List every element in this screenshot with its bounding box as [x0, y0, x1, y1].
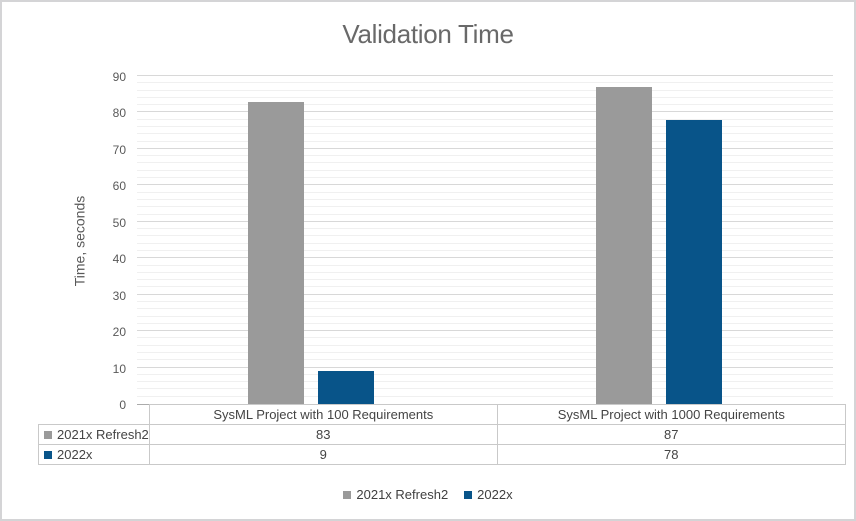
minor-gridline [137, 388, 833, 390]
legend-key-icon [464, 490, 473, 499]
minor-gridline [137, 359, 833, 361]
legend-key-icon [44, 431, 52, 439]
minor-gridline [137, 264, 833, 266]
minor-gridline [137, 228, 833, 230]
major-gridline [137, 111, 833, 113]
y-tick-label: 20 [112, 325, 126, 340]
value-cell: 78 [496, 444, 846, 465]
y-tick-label: 30 [112, 288, 126, 303]
minor-gridline [137, 381, 833, 383]
major-gridline [137, 366, 833, 368]
major-gridline [137, 220, 833, 222]
minor-gridline [137, 395, 833, 397]
minor-gridline [137, 300, 833, 302]
minor-gridline [137, 213, 833, 215]
minor-gridline [137, 351, 833, 353]
minor-gridline [137, 155, 833, 157]
value-cell: 9 [148, 444, 498, 465]
minor-gridline [137, 308, 833, 310]
data-table: SysML Project with 100 Requirements SysM… [38, 404, 846, 465]
series-name: 2021x Refresh2 [57, 427, 149, 442]
major-gridline [137, 293, 833, 295]
chart-legend: 2021x Refresh2 2022x [2, 487, 854, 502]
minor-gridline [137, 126, 833, 128]
minor-gridline [137, 286, 833, 288]
table-header-row: SysML Project with 100 Requirements SysM… [39, 404, 846, 425]
major-gridline [137, 184, 833, 186]
minor-gridline [137, 191, 833, 193]
y-tick-label: 70 [112, 142, 126, 157]
minor-gridline [137, 169, 833, 171]
legend-item-2022x: 2022x [464, 487, 513, 502]
legend-item-2021x-refresh2: 2021x Refresh2 [343, 487, 448, 502]
legend-key-icon [44, 451, 52, 459]
y-tick-label: 60 [112, 179, 126, 194]
minor-gridline [137, 322, 833, 324]
major-gridline [137, 75, 833, 76]
minor-gridline [137, 279, 833, 281]
minor-gridline [137, 235, 833, 237]
legend-label: 2021x Refresh2 [356, 487, 449, 502]
minor-gridline [137, 242, 833, 244]
plot-area [137, 75, 833, 405]
table-row-2021x-refresh2: 2021x Refresh2 83 87 [38, 424, 846, 445]
y-tick-label: 40 [112, 252, 126, 267]
minor-gridline [137, 315, 833, 317]
chart-title: Validation Time [342, 19, 514, 49]
minor-gridline [137, 140, 833, 142]
category-header-1: SysML Project with 100 Requirements [148, 404, 498, 425]
bar-2021x-refresh2-cat2 [596, 86, 652, 404]
table-row-2022x: 2022x 9 78 [38, 444, 846, 465]
minor-gridline [137, 96, 833, 98]
minor-gridline [137, 198, 833, 200]
minor-gridline [137, 337, 833, 339]
y-tick-label: 80 [112, 106, 126, 121]
value-cell: 87 [496, 424, 846, 445]
y-tick-label: 90 [112, 70, 126, 84]
series-name: 2022x [57, 447, 93, 462]
y-tick-label: 50 [112, 215, 126, 230]
category-header-2: SysML Project with 1000 Requirements [496, 404, 846, 425]
minor-gridline [137, 82, 833, 84]
y-axis-ticks: 0 10 20 30 40 50 60 70 80 90 [2, 71, 126, 411]
minor-gridline [137, 344, 833, 346]
major-gridline [137, 330, 833, 332]
value-cell: 83 [148, 424, 498, 445]
bar-2022x-cat1 [318, 371, 374, 404]
minor-gridline [137, 118, 833, 120]
series-row-label-2022x: 2022x [38, 444, 150, 465]
legend-key-icon [343, 490, 352, 499]
minor-gridline [137, 206, 833, 208]
series-row-label-2021x-refresh2: 2021x Refresh2 [38, 424, 150, 445]
minor-gridline [137, 133, 833, 135]
legend-label: 2022x [477, 487, 513, 502]
minor-gridline [137, 89, 833, 91]
bar-2022x-cat2 [666, 119, 722, 404]
y-tick-label: 10 [112, 361, 126, 376]
minor-gridline [137, 373, 833, 375]
minor-gridline [137, 249, 833, 251]
minor-gridline [137, 104, 833, 106]
major-gridline [137, 147, 833, 149]
major-gridline [137, 257, 833, 259]
table-corner-cell [39, 405, 150, 425]
minor-gridline [137, 271, 833, 273]
y-tick-label: 0 [119, 398, 126, 412]
bar-2021x-refresh2-cat1 [248, 101, 304, 404]
minor-gridline [137, 177, 833, 179]
minor-gridline [137, 162, 833, 164]
